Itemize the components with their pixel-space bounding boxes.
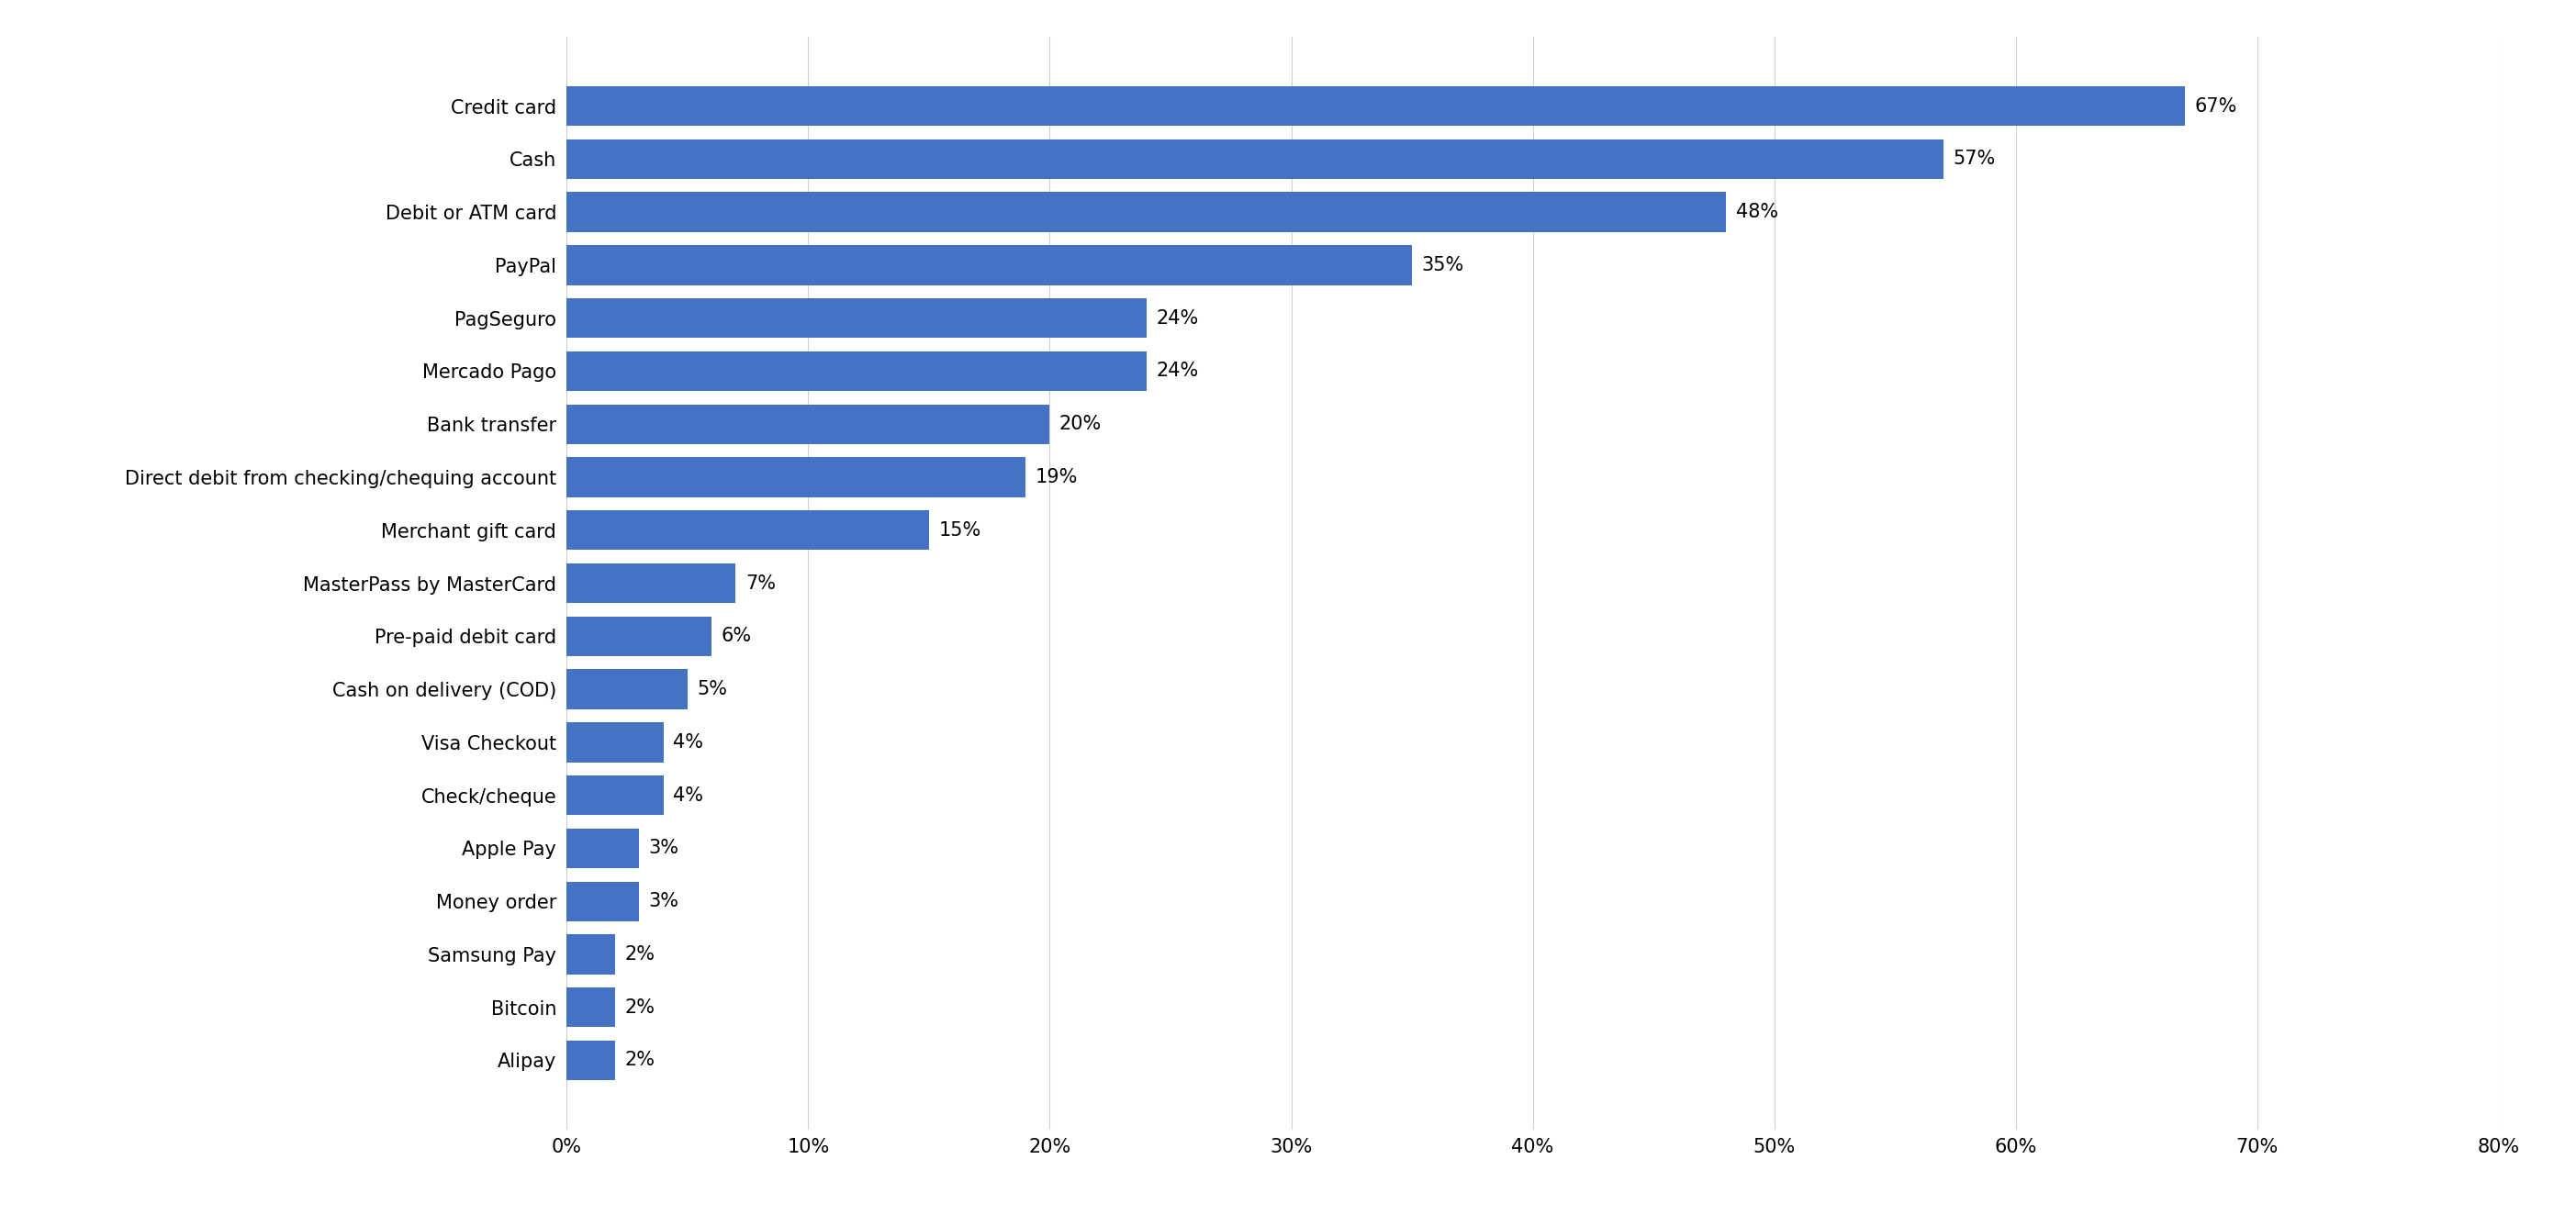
Bar [567, 934, 616, 974]
Text: 2%: 2% [626, 945, 654, 963]
Bar [567, 775, 665, 815]
Text: 15%: 15% [938, 521, 981, 539]
Text: 57%: 57% [1953, 149, 1996, 168]
Bar [567, 510, 930, 550]
Bar [567, 616, 711, 656]
Bar [567, 564, 737, 603]
Text: 3%: 3% [649, 840, 680, 858]
Bar [567, 405, 1051, 443]
Text: 3%: 3% [649, 892, 680, 910]
Text: 20%: 20% [1059, 416, 1103, 434]
Bar [567, 351, 1146, 391]
Bar [567, 457, 1025, 497]
Text: 24%: 24% [1157, 362, 1198, 380]
Text: 4%: 4% [672, 786, 703, 804]
Bar [567, 140, 1942, 179]
Bar [567, 669, 688, 710]
Bar [567, 86, 2184, 126]
Text: 4%: 4% [672, 733, 703, 751]
Bar [567, 829, 639, 869]
Bar [567, 1040, 616, 1080]
Text: 5%: 5% [698, 680, 726, 699]
Bar [567, 192, 1726, 232]
Text: 2%: 2% [626, 999, 654, 1017]
Text: 24%: 24% [1157, 309, 1198, 327]
Text: 67%: 67% [2195, 97, 2236, 115]
Bar [567, 245, 1412, 286]
Text: 35%: 35% [1422, 256, 1463, 275]
Bar [567, 723, 665, 762]
Text: 19%: 19% [1036, 468, 1077, 486]
Bar [567, 881, 639, 921]
Text: 48%: 48% [1736, 203, 1777, 221]
Bar [567, 988, 616, 1027]
Bar [567, 298, 1146, 338]
Text: 6%: 6% [721, 627, 752, 645]
Text: 7%: 7% [744, 573, 775, 593]
Text: 2%: 2% [626, 1051, 654, 1069]
